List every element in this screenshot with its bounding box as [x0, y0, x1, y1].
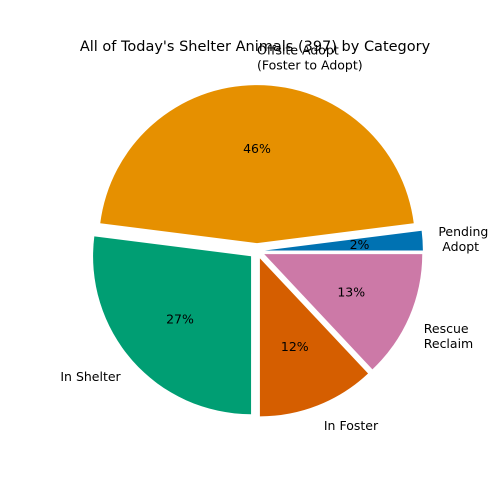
pie-slice-rescue [264, 254, 423, 370]
slice-label: Offsite Adopt (Foster to Adopt) [257, 42, 363, 72]
pie-slice-in-shelter [93, 236, 252, 415]
slice-label: In Shelter [60, 369, 121, 384]
slice-percent-label: 13% [337, 284, 365, 299]
pie-slice-offsite-adopt [100, 85, 414, 244]
pie-labels: Pending Adopt 2% Offsite Adopt (Foster to A… [60, 42, 488, 433]
slice-label: Rescue Reclaim [424, 321, 473, 351]
slice-percent-label: 46% [243, 141, 271, 156]
chart-title: All of Today's Shelter Animals (397) by … [80, 39, 431, 55]
pie-slice-pending [264, 230, 423, 251]
slice-percent-label: 27% [166, 311, 194, 326]
pie-slice-in-foster [259, 258, 369, 417]
slice-label: In Foster [324, 418, 379, 433]
slice-percent-label: 12% [281, 339, 309, 354]
pie-slices [93, 85, 423, 417]
slice-percent-label: 2% [350, 237, 370, 252]
slice-label: Pending Adopt [438, 224, 488, 254]
